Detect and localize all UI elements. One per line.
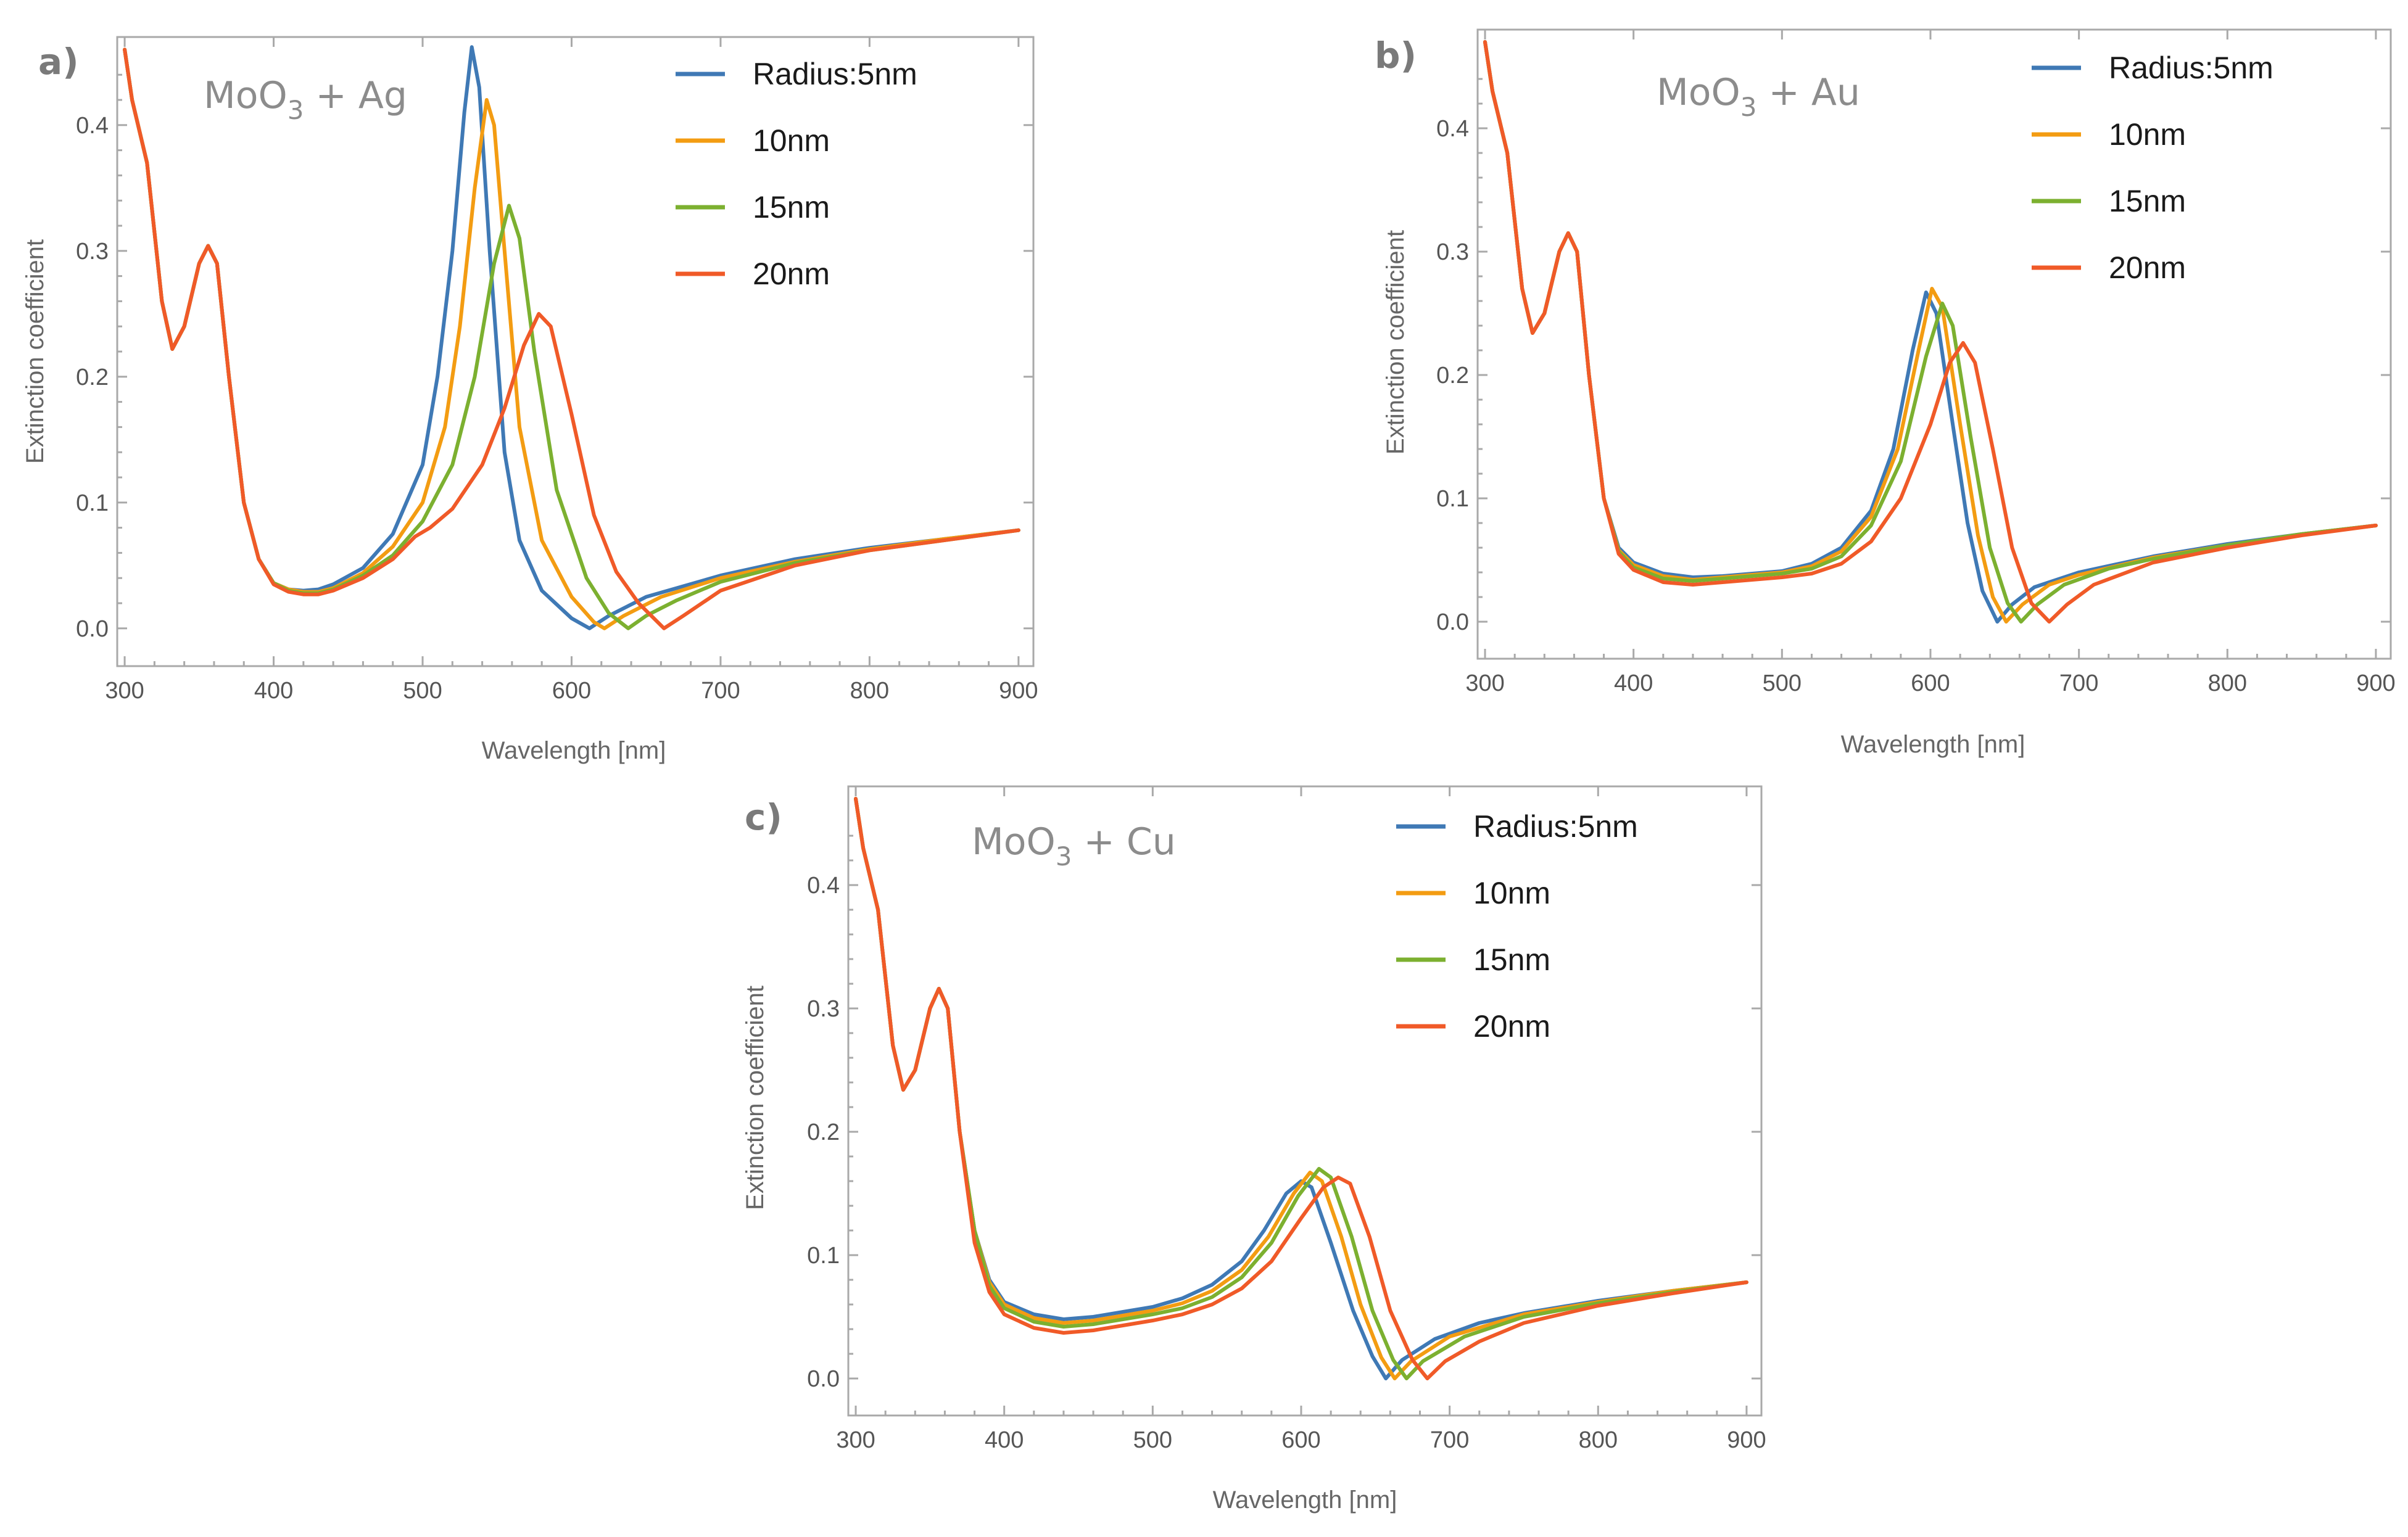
panel-b-legend-label: 10nm xyxy=(2109,117,2186,152)
panel-a-legend-label: Radius:5nm xyxy=(753,57,917,91)
panel-b-x-tick-label: 900 xyxy=(2356,670,2395,696)
panel-c-y-tick-label: 0.2 xyxy=(807,1119,840,1145)
panel-b-y-tick-label: 0.2 xyxy=(1436,363,1469,389)
panel-c-y-tick-label: 0.4 xyxy=(807,873,840,899)
panel-b-y-tick-label: 0.0 xyxy=(1436,609,1469,635)
panel-c-series-20nm xyxy=(854,797,1748,1380)
panel-c-x-axis-label: Wavelength [nm] xyxy=(1213,1486,1397,1514)
panel-a-x-tick-label: 800 xyxy=(850,678,889,704)
panel-a-x-tick-label: 400 xyxy=(254,678,293,704)
panel-c-x-tick-label: 400 xyxy=(985,1427,1024,1453)
panel-c-legend-label: 15nm xyxy=(1473,942,1550,977)
panel-c-legend-label: 20nm xyxy=(1473,1009,1550,1044)
panel-c: 300 400 500 600 700 800 900 0.0 0.1 0.2 0.3 0.4 Wave… xyxy=(742,785,1766,1514)
panel-b-legend-label: Radius:5nm xyxy=(2109,51,2274,85)
panel-c-plot-frame xyxy=(847,785,1763,1417)
panel-c-x-tick-label: 600 xyxy=(1281,1427,1320,1453)
panel-c-legend-label: 10nm xyxy=(1473,876,1550,910)
panel-a: 300 400 500 600 700 800 900 0.0 0.1 0.2 0.3 0.4 Wave… xyxy=(22,36,1038,764)
panel-b-x-axis-label: Wavelength [nm] xyxy=(1841,731,2025,758)
panel-a-x-tick-label: 900 xyxy=(999,678,1038,704)
panel-c-x-tick-label: 500 xyxy=(1133,1427,1172,1453)
panel-a-x-tick-label: 700 xyxy=(701,678,740,704)
panel-b-letter: b) xyxy=(1375,35,1417,76)
panel-a-legend-label: 20nm xyxy=(753,257,830,291)
panel-c-y-tick-label: 0.3 xyxy=(807,996,840,1022)
panel-b-x-tick-label: 400 xyxy=(1614,670,1653,696)
panel-c-annotation: MoO3 + Cu xyxy=(972,820,1176,872)
panel-a-y-tick-label: 0.4 xyxy=(76,113,109,139)
panel-a-y-tick-label: 0.3 xyxy=(76,239,109,265)
panel-b-x-tick-label: 700 xyxy=(2059,670,2098,696)
panel-c-x-tick-label: 900 xyxy=(1727,1427,1766,1453)
panel-a-x-tick-label: 600 xyxy=(552,678,591,704)
panel-c-x-tick-label: 300 xyxy=(836,1427,875,1453)
panel-a-letter: a) xyxy=(38,41,79,83)
panel-a-y-tick-label: 0.0 xyxy=(76,616,109,642)
panel-c-y-tick-label: 0.1 xyxy=(807,1243,840,1269)
panel-a-series-20nm xyxy=(123,47,1020,630)
panel-b-x-tick-label: 800 xyxy=(2208,670,2247,696)
panel-b-x-tick-label: 500 xyxy=(1763,670,1802,696)
panel-b-y-tick-label: 0.4 xyxy=(1436,116,1469,142)
panel-a-annotation: MoO3 + Ag xyxy=(204,74,407,125)
panel-a-legend-label: 15nm xyxy=(753,190,830,225)
panel-a-x-axis-label: Wavelength [nm] xyxy=(482,737,666,764)
panel-b-series-20nm xyxy=(1483,40,2378,624)
panel-a-legend-label: 10nm xyxy=(753,123,830,158)
panel-c-x-tick-label: 700 xyxy=(1430,1427,1469,1453)
panel-c-x-tick-label: 800 xyxy=(1579,1427,1618,1453)
panel-a-y-axis-label: Extinction coefficient xyxy=(22,239,49,464)
panel-a-x-tick-label: 500 xyxy=(403,678,442,704)
panel-b-x-tick-label: 300 xyxy=(1465,670,1504,696)
panel-c-y-axis-label: Extinction coefficient xyxy=(742,986,769,1210)
panel-b-y-axis-label: Extinction coefficient xyxy=(1382,230,1409,455)
panel-c-legend-label: Radius:5nm xyxy=(1473,809,1638,844)
panel-b-y-tick-label: 0.3 xyxy=(1436,239,1469,265)
panel-b-x-tick-label: 600 xyxy=(1911,670,1950,696)
panel-b: 300 400 500 600 700 800 900 0.0 0.1 0.2 0.3 0.4 Wave… xyxy=(1375,28,2396,758)
panel-b-legend-label: 15nm xyxy=(2109,184,2186,218)
panel-c-y-tick-label: 0.0 xyxy=(807,1366,840,1392)
panel-b-plot-frame xyxy=(1476,28,2392,660)
panel-a-x-tick-label: 300 xyxy=(105,678,144,704)
panel-a-y-tick-label: 0.2 xyxy=(76,365,109,390)
panel-c-letter: c) xyxy=(745,796,782,838)
panel-b-legend-label: 20nm xyxy=(2109,250,2186,285)
panel-a-y-tick-label: 0.1 xyxy=(76,490,109,516)
panel-b-annotation: MoO3 + Au xyxy=(1657,71,1860,122)
panel-b-y-tick-label: 0.1 xyxy=(1436,486,1469,512)
